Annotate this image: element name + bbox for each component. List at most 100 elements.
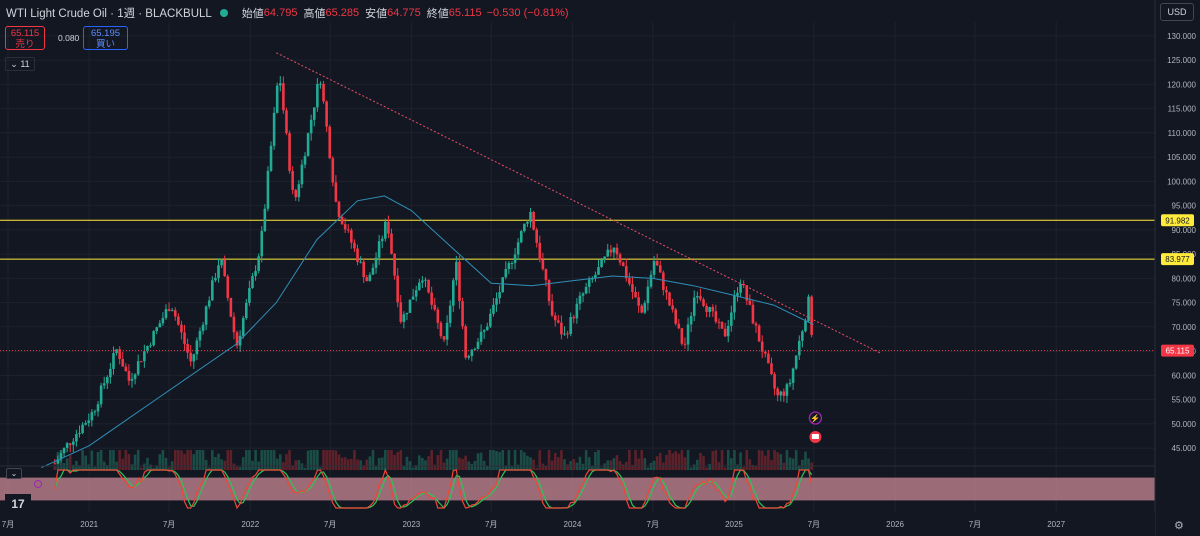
candle-body <box>328 126 332 159</box>
volume-bar <box>272 450 276 470</box>
volume-bar <box>547 450 551 470</box>
volume-bar <box>529 457 532 470</box>
candle-body <box>686 324 690 345</box>
volume-bar <box>733 450 736 470</box>
candle-body <box>312 107 316 120</box>
candle-body <box>334 182 338 202</box>
candle-body <box>739 283 742 293</box>
price-tick-label: 130.000 <box>1167 32 1196 41</box>
volume-bar <box>399 450 403 470</box>
volume-bar <box>621 464 625 470</box>
volume-bar <box>127 453 131 470</box>
candle-body <box>350 230 353 243</box>
candle-body <box>390 233 393 254</box>
candle-body <box>767 353 770 364</box>
volume-bar <box>723 467 727 470</box>
candle-body <box>192 354 196 362</box>
candle-body <box>733 295 736 313</box>
volume-bar <box>186 450 189 470</box>
candle-body <box>396 275 399 303</box>
pane-collapse-button[interactable]: ⌄ <box>6 468 22 479</box>
candle-body <box>436 309 440 323</box>
volume-bar <box>674 451 678 470</box>
candle-body <box>229 297 233 317</box>
volume-bar <box>68 455 72 470</box>
candle-body <box>445 322 449 340</box>
candle-body <box>53 463 57 465</box>
volume-bar <box>538 450 542 470</box>
time-tick-label: 2022 <box>241 520 259 529</box>
volume-bar <box>251 460 254 470</box>
candle-body <box>325 101 328 127</box>
event-markers[interactable]: ⚡ <box>34 411 823 488</box>
candle-body <box>498 292 501 299</box>
candle-body <box>668 292 671 306</box>
volume-bar <box>158 454 162 470</box>
volume-bar <box>232 463 236 470</box>
candle-body <box>365 277 369 282</box>
market-open-icon <box>219 9 228 17</box>
volume-bar <box>374 465 378 470</box>
volume-bar <box>770 460 773 470</box>
candle-body <box>448 305 452 323</box>
buy-button[interactable]: 65.195 買い <box>83 26 128 50</box>
volume-bar <box>788 457 792 470</box>
candle-body <box>451 280 455 306</box>
volume-bar <box>84 455 87 470</box>
volume-bar <box>387 450 390 470</box>
candle-body <box>788 382 792 385</box>
volume-bar <box>668 450 671 470</box>
candle-body <box>164 309 168 318</box>
horizontal-levels[interactable] <box>0 219 1155 260</box>
volume-bar <box>411 467 415 470</box>
candle-body <box>393 253 396 276</box>
candle-body <box>464 326 467 358</box>
price-tick-label: 60.000 <box>1172 371 1197 380</box>
volume-bar <box>418 455 421 470</box>
volume-bar <box>99 450 103 470</box>
candle-body <box>288 133 291 171</box>
candle-body <box>711 307 715 312</box>
candle-body <box>618 254 622 263</box>
candle-body <box>319 83 322 85</box>
candle-body <box>507 263 511 270</box>
volume-bar <box>686 450 690 470</box>
candle-body <box>275 85 279 113</box>
volume-bar <box>751 464 755 470</box>
chevron-down-icon: ⌄ <box>10 58 21 69</box>
currency-button[interactable]: USD <box>1160 3 1194 21</box>
indicators-toggle-button[interactable]: ⌄ 11 <box>5 57 35 71</box>
volume-bar <box>62 463 66 470</box>
gear-icon[interactable]: ⚙ <box>1174 520 1184 532</box>
candle-body <box>340 216 344 225</box>
volume-bar <box>146 457 149 470</box>
volume-bar <box>760 450 764 470</box>
volume-bar <box>745 450 749 470</box>
candle-body <box>516 242 520 255</box>
volume-bar <box>501 450 505 470</box>
candle-body <box>331 158 335 183</box>
sell-button[interactable]: 65.115 売り <box>5 26 45 50</box>
volume-bar <box>489 450 492 470</box>
candle-body <box>658 265 662 273</box>
candle-body <box>785 384 789 396</box>
candle-body <box>584 286 588 294</box>
candle-body <box>81 424 84 434</box>
candle-body <box>316 83 319 108</box>
volume-bar <box>767 450 770 470</box>
symbol-title[interactable]: WTI Light Crude Oil · 1週 · BLACKBULL <box>6 8 212 20</box>
candle-body <box>671 305 674 310</box>
price-tick-label: 55.000 <box>1172 396 1197 405</box>
trendline[interactable] <box>276 52 882 355</box>
volume-bar <box>631 464 634 470</box>
tradingview-logo-icon[interactable]: 17 <box>5 494 31 514</box>
candle-body <box>467 356 471 358</box>
volume-bar <box>754 465 758 470</box>
candle-body <box>442 336 446 340</box>
volume-bar <box>90 450 94 470</box>
candle-body <box>652 261 656 275</box>
stochastic-band <box>0 477 1155 501</box>
price-tick-label: 45.000 <box>1172 444 1197 453</box>
volume-bar <box>235 466 239 470</box>
